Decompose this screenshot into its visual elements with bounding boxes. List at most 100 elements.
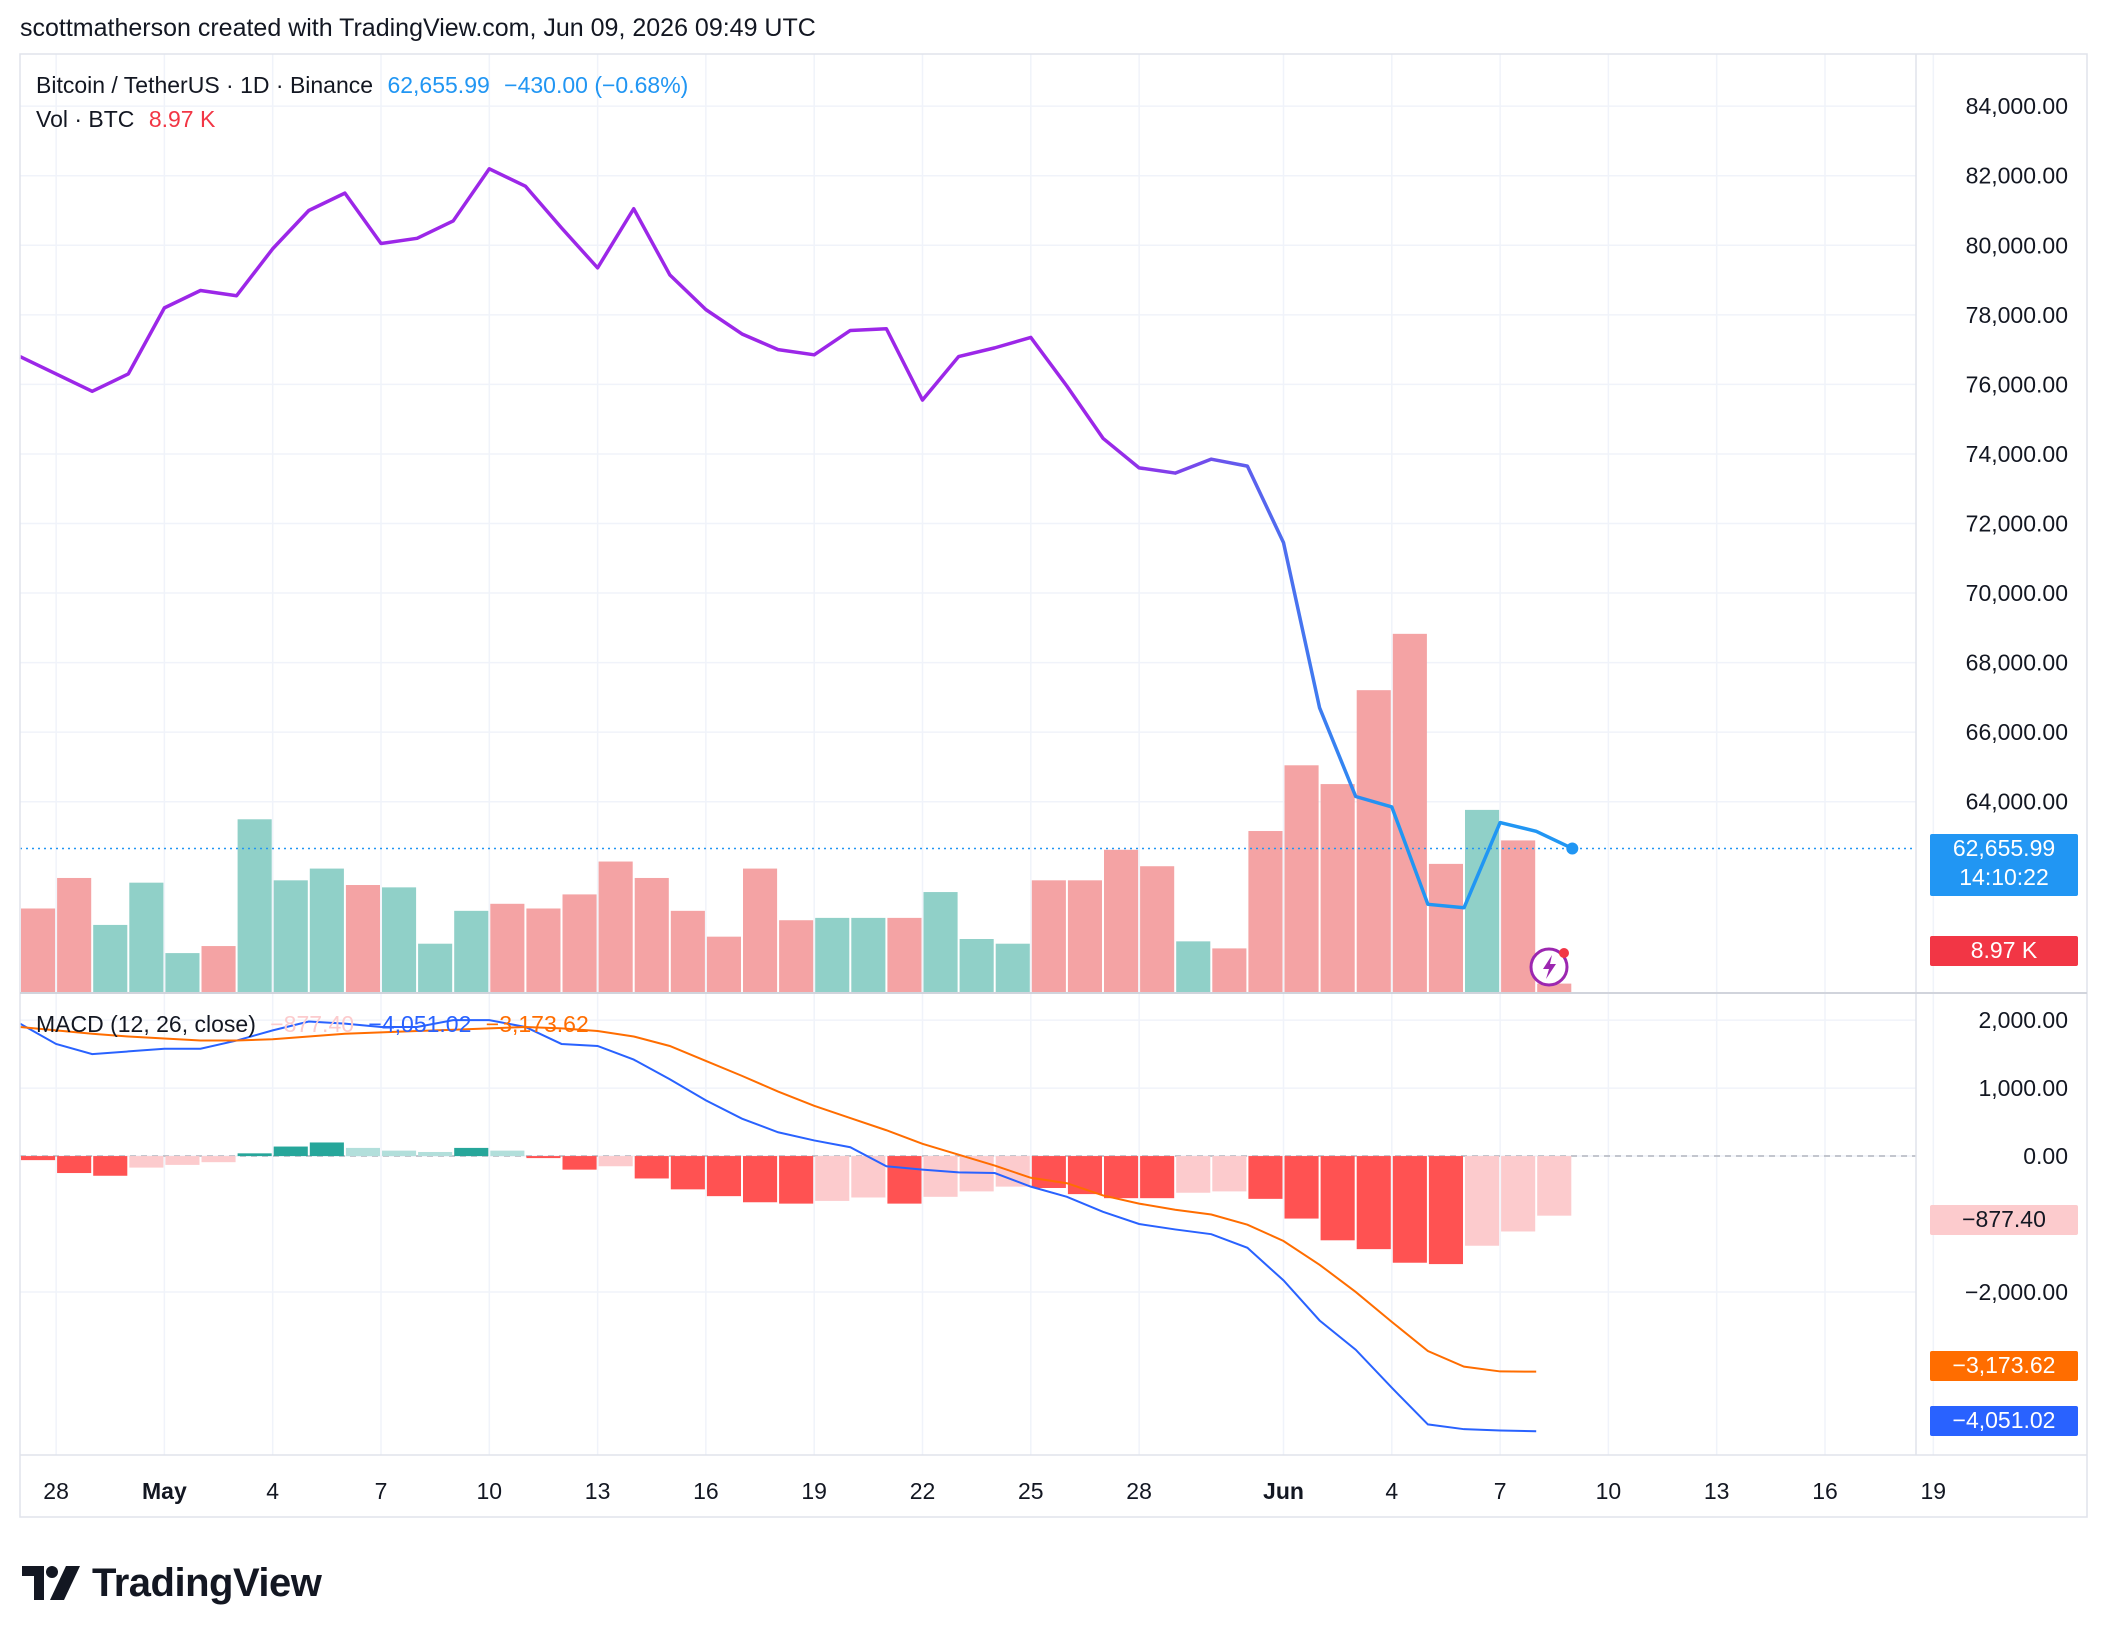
macd-histogram-bar xyxy=(706,1156,741,1197)
x-tick-label: 13 xyxy=(1704,1478,1730,1504)
volume-value: 8.97 K xyxy=(148,106,216,132)
volume-bars xyxy=(21,633,1572,993)
volume-bar xyxy=(165,953,200,993)
macd-histogram-bar xyxy=(598,1156,633,1167)
macd-histogram-bar xyxy=(165,1156,200,1165)
macd-histogram-bar xyxy=(1248,1156,1283,1199)
price-tick-label: 72,000.00 xyxy=(1966,511,2068,537)
volume-bar xyxy=(1356,690,1391,993)
lightning-icon[interactable] xyxy=(1528,944,1574,990)
volume-bar xyxy=(923,892,958,993)
macd-histogram-bar xyxy=(923,1156,958,1197)
macd-histogram-bar xyxy=(562,1156,597,1170)
volume-bar xyxy=(1320,784,1355,993)
tradingview-logo[interactable]: TradingView xyxy=(22,1560,322,1606)
chart-canvas[interactable]: 28 May 4 7 10 13 16 19 22 25 28 Jun 4 7 10 13 16 19 84,000… xyxy=(0,0,2108,1530)
x-tick-label: 13 xyxy=(585,1478,611,1504)
macd-histogram-bar xyxy=(21,1156,56,1161)
volume-tag: 8.97 K xyxy=(1930,936,2078,966)
macd-histogram-bar xyxy=(418,1151,453,1157)
grid-lines xyxy=(20,54,1935,1455)
price-legend: Bitcoin / TetherUS · 1D · Binance 62,655… xyxy=(36,72,696,99)
macd-histogram-bar xyxy=(1320,1156,1355,1241)
x-tick-label: 22 xyxy=(910,1478,936,1504)
signal-line xyxy=(19,1025,1537,1373)
x-tick-label: 28 xyxy=(1126,1478,1152,1504)
macd-histogram-bar xyxy=(1465,1156,1500,1246)
macd-histogram-bar xyxy=(1501,1156,1536,1232)
macd-histogram-bar xyxy=(670,1156,705,1190)
volume-bar xyxy=(706,936,741,993)
macd-signal-value: −3,173.62 xyxy=(485,1011,589,1037)
macd-histogram-bar xyxy=(57,1156,92,1174)
volume-bar xyxy=(959,939,994,993)
macd-label[interactable]: MACD (12, 26, close) xyxy=(36,1011,256,1037)
symbol-label[interactable]: Bitcoin / TetherUS · 1D · Binance xyxy=(36,72,374,98)
macd-lines xyxy=(19,1019,1537,1433)
macd-histogram-bar xyxy=(309,1142,344,1157)
volume-bar xyxy=(1067,880,1102,993)
tradingview-logo-text: TradingView xyxy=(92,1560,322,1605)
volume-bar xyxy=(743,868,778,993)
price-tick-label: 64,000.00 xyxy=(1966,789,2068,815)
volume-bar xyxy=(382,887,417,993)
volume-bar xyxy=(815,917,850,993)
macd-histogram-bar xyxy=(743,1156,778,1203)
volume-bar xyxy=(57,877,92,993)
macd-histogram-bar xyxy=(93,1156,128,1176)
macd-line xyxy=(19,1019,1537,1433)
x-tick-label: 4 xyxy=(1385,1478,1398,1504)
x-tick-label: 10 xyxy=(477,1478,503,1504)
x-tick-label: May xyxy=(142,1478,187,1504)
volume-label[interactable]: Vol · BTC xyxy=(36,106,135,132)
macd-histogram-bar xyxy=(345,1147,380,1157)
x-tick-label: 19 xyxy=(1921,1478,1947,1504)
x-tick-label: 16 xyxy=(693,1478,719,1504)
volume-bar xyxy=(1212,948,1247,993)
x-tick-label: 10 xyxy=(1596,1478,1622,1504)
volume-bar xyxy=(93,924,128,993)
price-tick-label: 76,000.00 xyxy=(1966,371,2068,397)
volume-bar xyxy=(1537,983,1572,993)
macd-hist-value: −877.40 xyxy=(270,1011,355,1037)
volume-bar xyxy=(1284,765,1319,993)
macd-histogram-bar xyxy=(1284,1156,1319,1219)
price-tick-label: 74,000.00 xyxy=(1966,441,2068,467)
volume-bar xyxy=(851,917,886,993)
macd-histogram-bar xyxy=(1140,1156,1175,1199)
volume-bar xyxy=(779,920,814,993)
chart-attribution: scottmatherson created with TradingView.… xyxy=(20,14,816,42)
volume-bar xyxy=(454,910,489,993)
volume-bar xyxy=(490,903,525,993)
volume-legend: Vol · BTC 8.97 K xyxy=(36,106,223,133)
volume-bar xyxy=(598,861,633,993)
macd-histogram-bar xyxy=(1428,1156,1463,1265)
x-tick-label: 4 xyxy=(266,1478,279,1504)
macd-histogram xyxy=(21,1142,1572,1265)
macd-tick-label: 2,000.00 xyxy=(1978,1007,2068,1033)
x-tick-label: 28 xyxy=(43,1478,69,1504)
volume-bar xyxy=(1140,866,1175,993)
macd-histogram-bar xyxy=(201,1156,236,1163)
macd-histogram-bar xyxy=(779,1156,814,1204)
macd-histogram-bar xyxy=(454,1147,489,1157)
macd-histogram-bar xyxy=(815,1156,850,1201)
macd-histogram-bar xyxy=(490,1150,525,1157)
macd-histogram-bar xyxy=(1537,1156,1572,1216)
price-tick-label: 66,000.00 xyxy=(1966,719,2068,745)
macd-histogram-bar xyxy=(1212,1156,1247,1192)
price-value: 62,655.99 xyxy=(387,72,490,98)
x-tick-label: 25 xyxy=(1018,1478,1044,1504)
volume-bar xyxy=(1392,633,1427,993)
price-tick-label: 84,000.00 xyxy=(1966,93,2068,119)
volume-bar xyxy=(201,946,236,993)
chart-frame xyxy=(19,53,2088,1518)
price-tag-value: 62,655.99 xyxy=(1952,835,2056,861)
x-tick-label: 7 xyxy=(1494,1478,1507,1504)
price-series-line xyxy=(19,167,1574,910)
volume-bar xyxy=(273,880,308,993)
macd-histogram-bar xyxy=(1356,1156,1391,1250)
macd-hist-tag: −877.40 xyxy=(1930,1205,2078,1235)
volume-bar xyxy=(345,885,380,993)
volume-bar xyxy=(526,908,561,993)
